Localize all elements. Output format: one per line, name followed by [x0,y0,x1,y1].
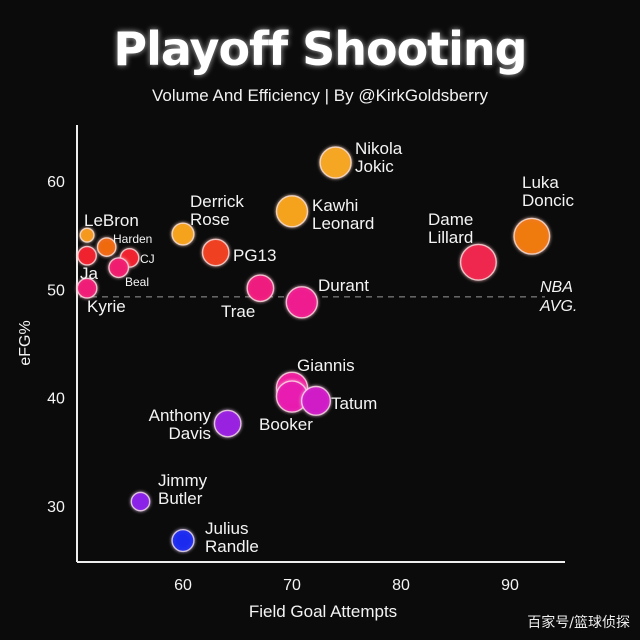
player-label: Davis [168,424,211,443]
player-label: Jokic [355,157,394,176]
player-label: Anthony [149,406,212,425]
data-point [275,195,309,228]
player-label: Nikola [355,139,403,158]
player-label: Lillard [428,228,473,247]
player-label: Kawhi [312,196,358,215]
player-label: Doncic [522,191,574,210]
player-label: Beal [125,275,149,289]
player-label: Ja [80,264,99,283]
x-tick-label: 70 [283,577,301,594]
nba-average-label: NBA [540,279,573,296]
player-label: Julius [205,519,248,538]
player-label: Butler [158,489,203,508]
player-label: Giannis [297,356,355,375]
player-label: Rose [190,210,230,229]
data-point [77,245,97,266]
player-label: Harden [113,232,152,246]
player-label: PG13 [233,246,276,265]
y-tick-label: 30 [47,499,65,516]
player-label: Trae [221,302,255,321]
player-label: Durant [318,276,369,295]
x-axis-label: Field Goal Attempts [249,602,397,621]
data-point [201,238,230,267]
data-point [79,227,95,243]
data-point [213,409,242,438]
data-point [108,257,130,279]
player-label: Luka [522,173,559,192]
data-point [459,243,497,281]
player-label: LeBron [84,211,139,230]
y-tick-label: 50 [47,282,65,299]
y-tick-label: 40 [47,391,65,408]
x-tick-label: 80 [392,577,410,594]
player-label: Randle [205,537,259,556]
player-label: CJ [140,252,155,266]
chart-title: Playoff Shooting [113,22,527,76]
data-point [171,528,195,553]
chart-subtitle: Volume And Efficiency | By @KirkGoldsber… [152,86,488,105]
data-point [319,146,352,179]
data-point [513,217,551,255]
player-label: Tatum [331,394,377,413]
player-label: Dame [428,210,473,229]
data-point [285,286,319,319]
y-axis-label: eFG% [17,320,34,365]
player-label: Leonard [312,214,374,233]
nba-average-label: AVG. [539,298,577,315]
data-point [171,222,195,246]
data-point [96,237,117,257]
player-label: Jimmy [158,471,208,490]
player-label: Kyrie [87,297,126,316]
player-label: Booker [259,415,313,434]
watermark: 百家号/篮球侦探 [527,615,630,631]
data-point [246,274,275,303]
data-point [130,491,151,512]
player-label: Derrick [190,192,244,211]
data-point [76,277,98,299]
x-tick-label: 90 [501,577,519,594]
y-tick-label: 60 [47,174,65,191]
x-tick-label: 60 [174,577,192,594]
data-point [300,385,332,416]
